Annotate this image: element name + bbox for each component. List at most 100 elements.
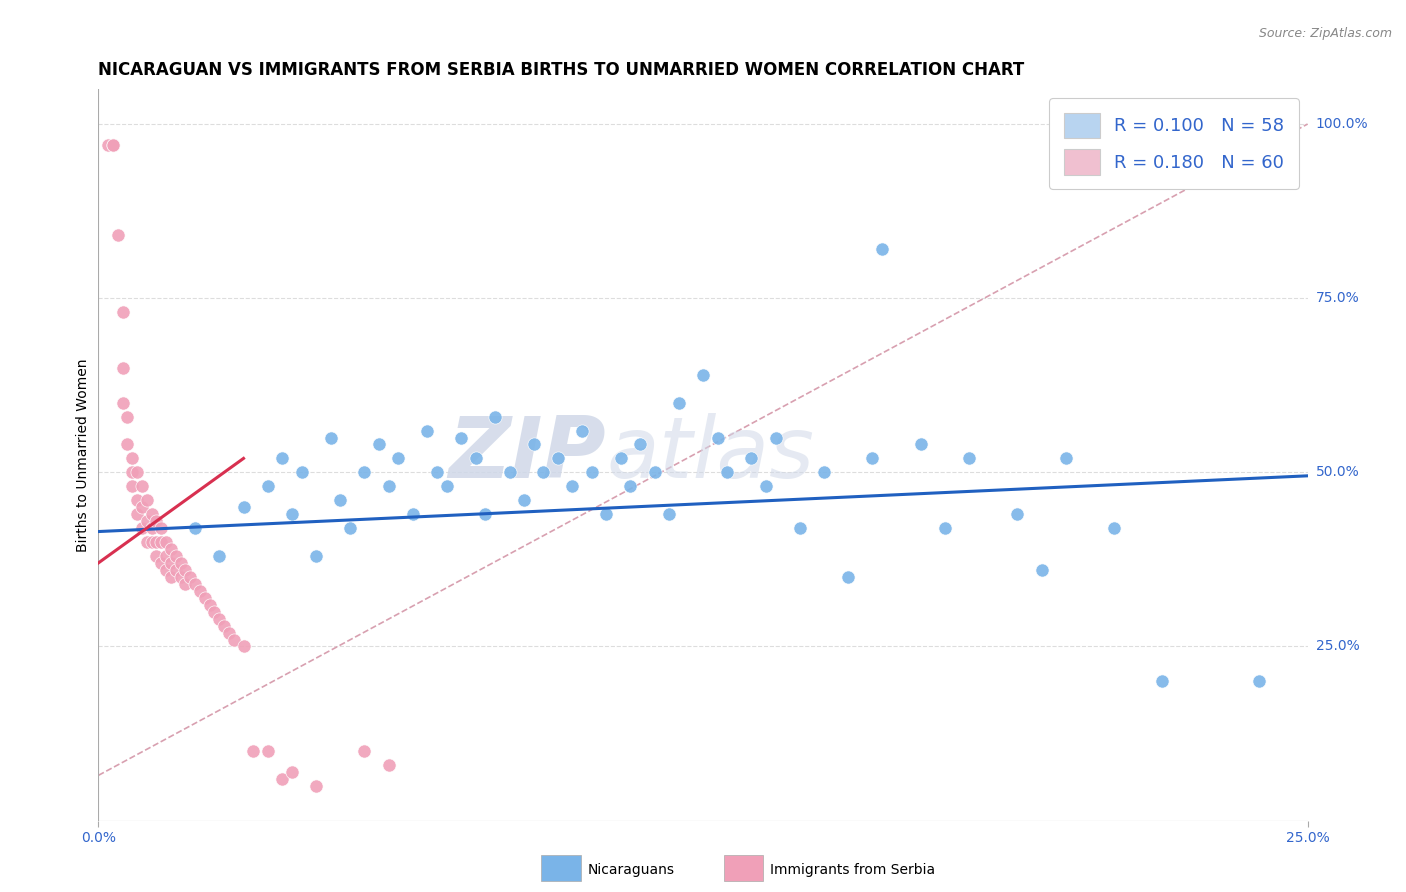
- Point: [117, 437, 139, 451]
- Point: [290, 466, 312, 480]
- Legend: R = 0.100   N = 58, R = 0.180   N = 60: R = 0.100 N = 58, R = 0.180 N = 60: [1049, 98, 1299, 189]
- Point: [169, 556, 191, 570]
- Point: [188, 583, 211, 598]
- Text: ZIP: ZIP: [449, 413, 606, 497]
- Point: [450, 430, 472, 444]
- Text: 75.0%: 75.0%: [1316, 291, 1360, 305]
- Point: [101, 137, 124, 152]
- Point: [131, 500, 153, 515]
- Point: [561, 479, 583, 493]
- Point: [97, 137, 120, 152]
- Point: [860, 451, 883, 466]
- Point: [353, 744, 375, 758]
- Point: [339, 521, 361, 535]
- Point: [1152, 674, 1174, 689]
- Point: [135, 514, 157, 528]
- Point: [837, 570, 859, 584]
- Point: [107, 228, 129, 243]
- Point: [1007, 507, 1029, 521]
- Point: [474, 507, 496, 521]
- Point: [111, 360, 134, 375]
- Point: [141, 507, 163, 521]
- Point: [464, 451, 486, 466]
- Point: [1031, 563, 1053, 577]
- Point: [319, 430, 342, 444]
- Point: [121, 451, 143, 466]
- Point: [165, 563, 187, 577]
- Point: [531, 466, 554, 480]
- Text: 100.0%: 100.0%: [1316, 117, 1368, 131]
- Point: [305, 549, 328, 563]
- Point: [101, 137, 124, 152]
- Point: [160, 570, 183, 584]
- Point: [127, 493, 149, 508]
- Point: [208, 549, 231, 563]
- Point: [208, 612, 231, 626]
- Point: [523, 437, 546, 451]
- Point: [716, 466, 738, 480]
- Point: [169, 570, 191, 584]
- Point: [174, 576, 197, 591]
- Point: [127, 466, 149, 480]
- Point: [1102, 521, 1125, 535]
- Point: [628, 437, 651, 451]
- Point: [150, 521, 173, 535]
- Point: [145, 549, 167, 563]
- Point: [131, 479, 153, 493]
- Point: [165, 549, 187, 563]
- Point: [160, 556, 183, 570]
- Point: [658, 507, 681, 521]
- Point: [117, 409, 139, 424]
- Text: 50.0%: 50.0%: [1316, 466, 1360, 479]
- Point: [256, 479, 278, 493]
- Point: [256, 744, 278, 758]
- Point: [281, 507, 304, 521]
- Point: [595, 507, 617, 521]
- Text: Nicaraguans: Nicaraguans: [588, 863, 675, 877]
- Text: Source: ZipAtlas.com: Source: ZipAtlas.com: [1258, 27, 1392, 40]
- Point: [222, 632, 245, 647]
- Point: [498, 466, 520, 480]
- Point: [377, 758, 399, 772]
- Point: [212, 618, 235, 632]
- Point: [755, 479, 778, 493]
- Point: [1054, 451, 1077, 466]
- Point: [513, 493, 536, 508]
- Point: [145, 514, 167, 528]
- Point: [135, 493, 157, 508]
- Point: [155, 563, 177, 577]
- Point: [387, 451, 409, 466]
- Point: [150, 535, 173, 549]
- Point: [377, 479, 399, 493]
- Point: [271, 451, 294, 466]
- Point: [218, 625, 240, 640]
- Point: [765, 430, 787, 444]
- Point: [610, 451, 633, 466]
- Point: [706, 430, 728, 444]
- Point: [581, 466, 603, 480]
- Point: [692, 368, 714, 382]
- Point: [160, 541, 183, 556]
- Point: [174, 563, 197, 577]
- Point: [141, 535, 163, 549]
- Point: [436, 479, 458, 493]
- Point: [368, 437, 391, 451]
- Point: [184, 576, 207, 591]
- Text: 25.0%: 25.0%: [1316, 640, 1360, 654]
- Point: [121, 479, 143, 493]
- Point: [232, 640, 254, 654]
- Point: [145, 535, 167, 549]
- Point: [121, 466, 143, 480]
- Point: [150, 556, 173, 570]
- Point: [353, 466, 375, 480]
- Y-axis label: Births to Unmarried Women: Births to Unmarried Women: [76, 359, 90, 551]
- Point: [131, 521, 153, 535]
- Text: NICARAGUAN VS IMMIGRANTS FROM SERBIA BIRTHS TO UNMARRIED WOMEN CORRELATION CHART: NICARAGUAN VS IMMIGRANTS FROM SERBIA BIR…: [98, 62, 1025, 79]
- Point: [198, 598, 221, 612]
- Point: [644, 466, 666, 480]
- Point: [135, 535, 157, 549]
- Text: Immigrants from Serbia: Immigrants from Serbia: [770, 863, 935, 877]
- Point: [141, 521, 163, 535]
- Point: [271, 772, 294, 786]
- Point: [155, 535, 177, 549]
